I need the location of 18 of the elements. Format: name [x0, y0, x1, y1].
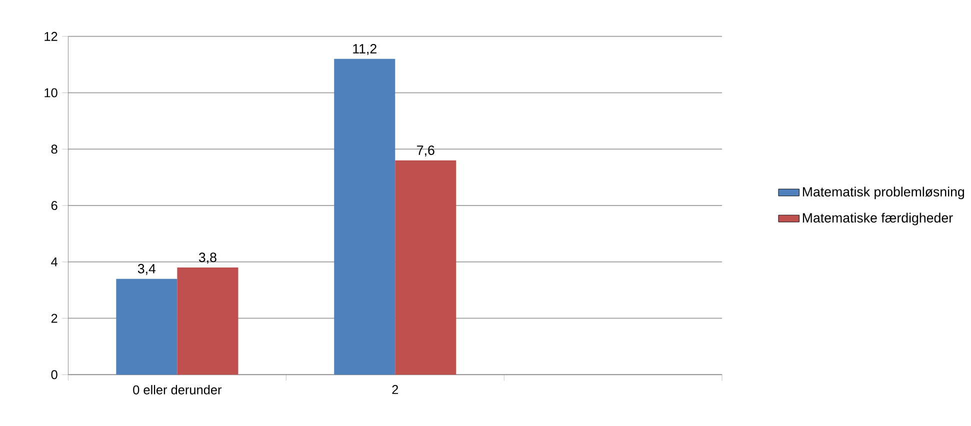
- y-tick-label: 2: [51, 314, 58, 323]
- bar: [334, 59, 396, 375]
- y-tick-label: 10: [44, 88, 58, 98]
- bar: [116, 279, 178, 375]
- legend-label: Matematisk problemløsning: [802, 186, 964, 200]
- data-label: 7,6: [417, 146, 434, 157]
- data-label: 3,8: [198, 252, 216, 264]
- y-tick-label: 6: [51, 201, 58, 210]
- data-label: 11,2: [353, 44, 376, 56]
- data-label: 3,4: [138, 264, 156, 276]
- y-tick-label: 12: [44, 32, 58, 42]
- y-tick-label: 4: [51, 258, 58, 266]
- y-tick-label: 0: [51, 370, 58, 380]
- x-tick-label: 0 eller derunder: [133, 385, 222, 395]
- legend-label: Matematiske færdigheder: [802, 213, 953, 226]
- bar: [177, 268, 238, 375]
- y-tick-label: 8: [51, 144, 58, 154]
- bar: [395, 160, 456, 375]
